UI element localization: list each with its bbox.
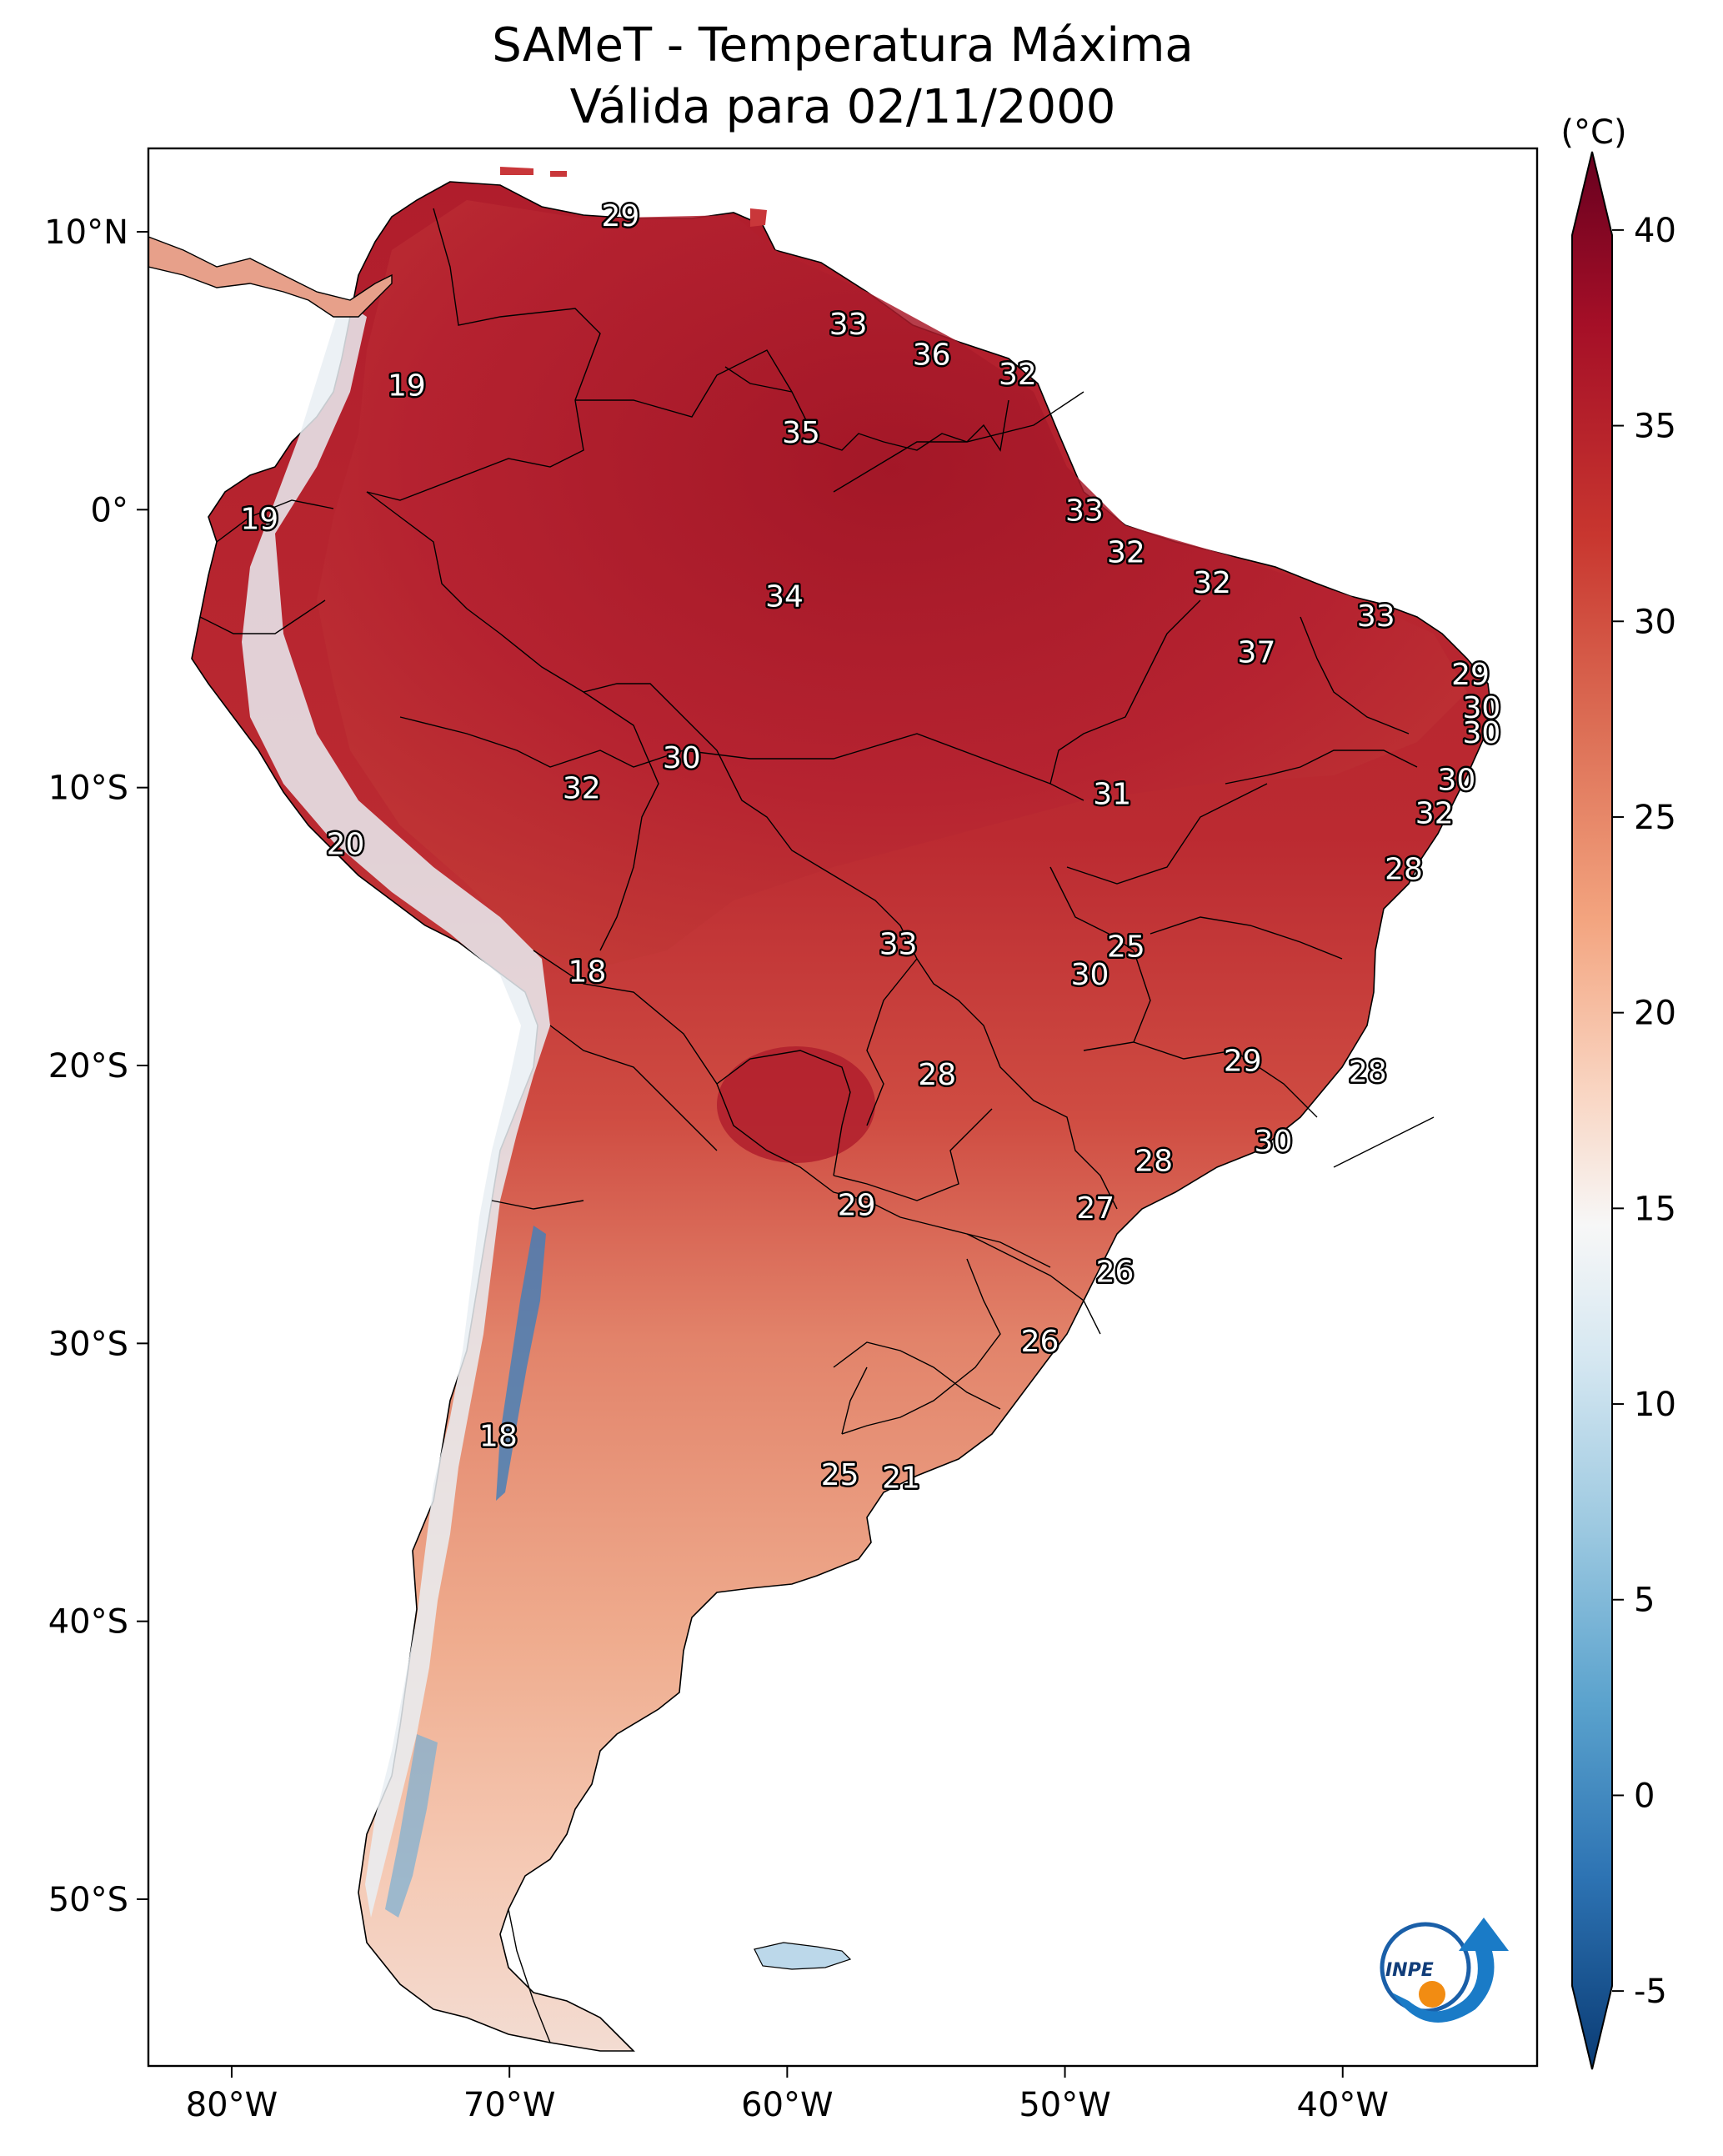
colorbar-ticks: 40 35 30 25 20 15 10 5 0 -5 [1612,212,1676,2011]
lat-tick-label: 10°N [44,213,128,252]
map-area [148,167,1493,2052]
temperature-label: 30 [1255,1125,1293,1159]
caribbean-islets [500,167,567,177]
axis-ticks: 80°W 70°W 60°W 50°W 40°W 10°N 0° 10°S 20°S 30°S 40… [44,213,1389,2124]
logo-arrow [1392,1918,1509,2023]
temperature-label: 28 [918,1058,956,1092]
temperature-label: 30 [1437,764,1475,798]
colorbar-tick-label: 15 [1634,1190,1676,1228]
temperature-label: 33 [1065,494,1104,528]
hot-core-region [317,200,1467,967]
andes-cold-streak [496,1226,546,1501]
colorbar-tick-label: -5 [1634,1973,1667,2011]
temperature-label: 33 [1357,599,1395,634]
temperature-label: 30 [1462,691,1500,725]
lat-tick-label: 20°S [48,1047,128,1086]
map-subtitle: Válida para 02/11/2000 [569,80,1116,134]
inpe-logo: INPE [1380,1918,1509,2023]
temperature-label: 37 [1238,635,1276,669]
temperature-label: 32 [1415,797,1454,831]
temperature-label: 18 [568,955,607,990]
temperature-label: 33 [879,927,918,961]
temperature-label: 25 [821,1458,859,1492]
temperature-label: 28 [1134,1144,1173,1178]
colorbar-tick-label: 5 [1634,1582,1655,1620]
map-frame [147,147,1539,2068]
colorbar-body [1571,151,1613,2070]
colorbar-unit: (°C) [1560,113,1626,152]
colorbar-tick-label: 30 [1634,603,1676,641]
colorbar-tick-label: 10 [1634,1386,1676,1424]
temperature-label: 32 [563,772,601,806]
temperature-label: 29 [838,1189,876,1223]
temperature-label: 28 [1349,1055,1387,1090]
lat-tick-label: 50°S [48,1881,128,1919]
lat-tick-label: 40°S [48,1603,128,1642]
colorbar-tick-label: 0 [1634,1777,1655,1815]
temperature-label: 27 [1076,1191,1114,1226]
logo-text: INPE [1385,1960,1434,1981]
central-america [148,236,393,318]
temperature-label: 26 [1021,1325,1059,1359]
temperature-label: 29 [602,199,640,233]
colorbar-tick-label: 25 [1634,799,1676,837]
colorbar-tick-label: 35 [1634,408,1676,446]
country-borders [199,208,1435,2043]
temperature-label: 31 [1093,777,1131,811]
trinidad-island [750,208,767,227]
lon-tick-label: 50°W [1019,2086,1110,2124]
chaco-hot-spot [717,1046,875,1163]
temperature-label: 29 [1451,658,1490,692]
lat-tick-label: 10°S [48,770,128,808]
falkland-islands [754,1942,852,1970]
colorbar: (°C) 40 35 30 25 20 15 10 5 0 -5 [1560,113,1676,2070]
temperature-label: 29 [1224,1044,1262,1078]
lon-tick-label: 70°W [463,2086,555,2124]
temperature-label: 32 [1107,535,1145,569]
map-title: SAMeT - Temperatura Máxima [492,18,1194,73]
temperature-label: 18 [479,1419,518,1453]
lon-tick-label: 80°W [186,2086,278,2124]
temperature-label: 21 [882,1461,920,1495]
lon-tick-label: 40°W [1297,2086,1389,2124]
colorbar-tick-label: 20 [1634,995,1676,1033]
temperature-label: 33 [829,308,868,342]
lat-tick-label: 0° [91,491,128,529]
temperature-label: 34 [765,580,804,614]
temperature-label: 20 [327,827,365,861]
colorbar-tick-label: 40 [1634,212,1676,250]
temperature-label: 32 [999,358,1037,392]
temperature-label: 19 [240,502,278,536]
temperature-label: 30 [1071,958,1109,992]
lon-tick-label: 60°W [741,2086,833,2124]
patagonia-cold-streak [385,1734,438,1918]
temperature-label: 19 [388,369,426,403]
logo-orange-dot [1419,1981,1445,2008]
temperature-label: 36 [913,338,951,373]
temperature-label: 35 [782,416,820,450]
temperature-label: 30 [663,741,701,775]
temperature-label: 25 [1107,930,1145,965]
temperature-label: 26 [1096,1256,1134,1290]
lat-tick-label: 30°S [48,1325,128,1363]
temperature-label: 32 [1193,566,1231,600]
temperature-label: 30 [1462,716,1500,750]
temperature-label: 28 [1385,852,1423,886]
